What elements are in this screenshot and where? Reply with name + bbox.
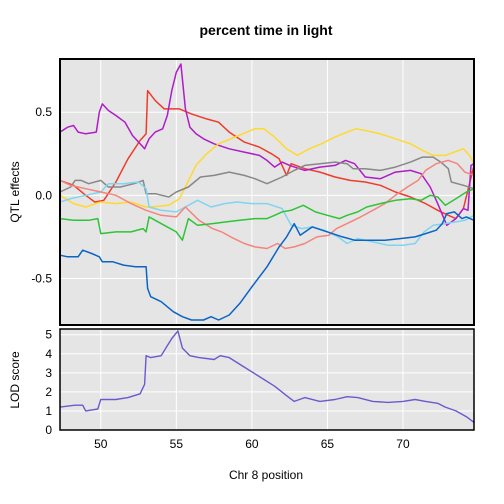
qtl-effects-y-ticks: -0.5 0.0 0.5 [31, 105, 52, 285]
y-tick-label: 0 [45, 423, 52, 437]
qtl-effects-series-line-4 [59, 156, 475, 198]
y-tick-label: 0.0 [35, 188, 52, 202]
chart-title: percent time in light [199, 22, 332, 38]
lod-score-series [59, 330, 475, 423]
qtl-effects-grid [60, 59, 474, 325]
y-tick-label: 1 [45, 404, 52, 418]
qtl-effects-series-line-2 [59, 63, 475, 227]
qtl-effects-panel: -0.5 0.0 0.5 QTL effects [8, 58, 475, 326]
qtl-effects-plot-background [60, 59, 474, 325]
y-tick-label: 5 [45, 328, 52, 342]
y-tick-label: -0.5 [31, 271, 52, 285]
qtl-effects-series-line-1 [59, 89, 475, 220]
y-tick-label: 2 [45, 385, 52, 399]
x-axis-ticks: 50 55 60 65 70 [94, 437, 410, 451]
qtl-effects-series-line-8 [59, 211, 475, 321]
x-axis-label: Chr 8 position [229, 468, 303, 482]
x-tick-label: 55 [170, 437, 184, 451]
qtl-effects-series [59, 63, 475, 321]
y-tick-label: 3 [45, 366, 52, 380]
qtl-effects-y-axis-label: QTL effects [8, 161, 22, 222]
qtl-effects-series-line-7 [59, 188, 475, 241]
lod-score-plot-border [59, 328, 475, 431]
qtl-effects-series-line-6 [59, 159, 475, 250]
x-tick-label: 65 [321, 437, 335, 451]
x-tick-label: 50 [94, 437, 108, 451]
qtl-effects-plot-border [59, 58, 475, 326]
lod-score-series-line-1 [59, 330, 475, 423]
y-tick-label: 4 [45, 347, 52, 361]
lod-score-y-axis-label: LOD score [8, 351, 22, 409]
y-tick-label: 0.5 [35, 105, 52, 119]
lod-score-y-ticks: 0 1 2 3 4 5 [45, 328, 52, 437]
x-tick-label: 60 [245, 437, 259, 451]
qtl-effects-series-line-5 [59, 181, 475, 246]
lod-score-plot-background [60, 329, 474, 430]
x-tick-label: 70 [396, 437, 410, 451]
qtl-effects-series-line-3 [59, 128, 475, 208]
